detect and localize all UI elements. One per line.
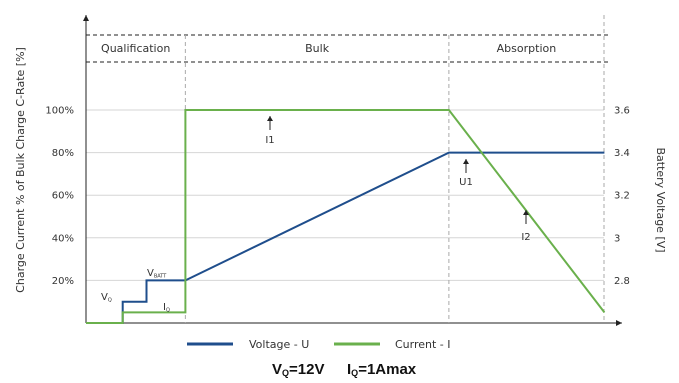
label-i1: I1 (265, 135, 274, 146)
label-vq: VQ (101, 292, 112, 304)
label-i2: I2 (521, 232, 530, 243)
annotation-arrowhead (463, 159, 469, 164)
current-line (86, 109, 606, 324)
annotation-arrowhead (267, 116, 273, 121)
chart-frame (83, 15, 622, 326)
section-label: Absorption (497, 42, 557, 55)
left-tick-label: 80% (52, 148, 74, 159)
annotations: I1 U1 I2 VQ VBATT IQ (101, 116, 531, 314)
y2-axis-label: Battery Voltage [V] (654, 147, 667, 252)
label-vbatt: VBATT (147, 268, 167, 280)
footer-vq: VQ=12V (272, 361, 324, 378)
right-tick-label: 3 (614, 233, 620, 244)
section-label: Qualification (101, 42, 170, 55)
right-tick-label: 2.8 (614, 276, 630, 287)
footer-iq: IQ=1Amax (347, 361, 417, 378)
gridlines (86, 109, 604, 281)
label-u1: U1 (459, 177, 473, 188)
axis-ticks: 100% 80% 60% 40% 20% 3.6 3.4 3.2 3 2.8 (45, 106, 630, 287)
right-tick-label: 3.4 (614, 148, 630, 159)
left-tick-label: 40% (52, 233, 74, 244)
label-iq: IQ (163, 302, 170, 314)
left-tick-label: 60% (52, 191, 74, 202)
left-tick-label: 20% (52, 276, 74, 287)
x-axis-arrow (616, 320, 622, 326)
y-axis-label: Charge Current % of Bulk Charge C-Rate [… (14, 47, 27, 293)
legend: Voltage - U Current - I (187, 338, 451, 351)
right-tick-label: 3.2 (614, 191, 630, 202)
y-axis-arrow (83, 15, 89, 21)
right-tick-label: 3.6 (614, 106, 630, 117)
annotation-arrowhead (523, 210, 529, 215)
footer-formula: VQ=12V IQ=1Amax (272, 361, 417, 378)
series-lines (86, 109, 606, 324)
section-label: Bulk (305, 42, 330, 55)
legend-current-label: Current - I (395, 338, 451, 351)
left-tick-label: 100% (45, 106, 74, 117)
phase-sections: Qualification Bulk Absorption (86, 34, 610, 323)
legend-voltage-label: Voltage - U (249, 338, 309, 351)
